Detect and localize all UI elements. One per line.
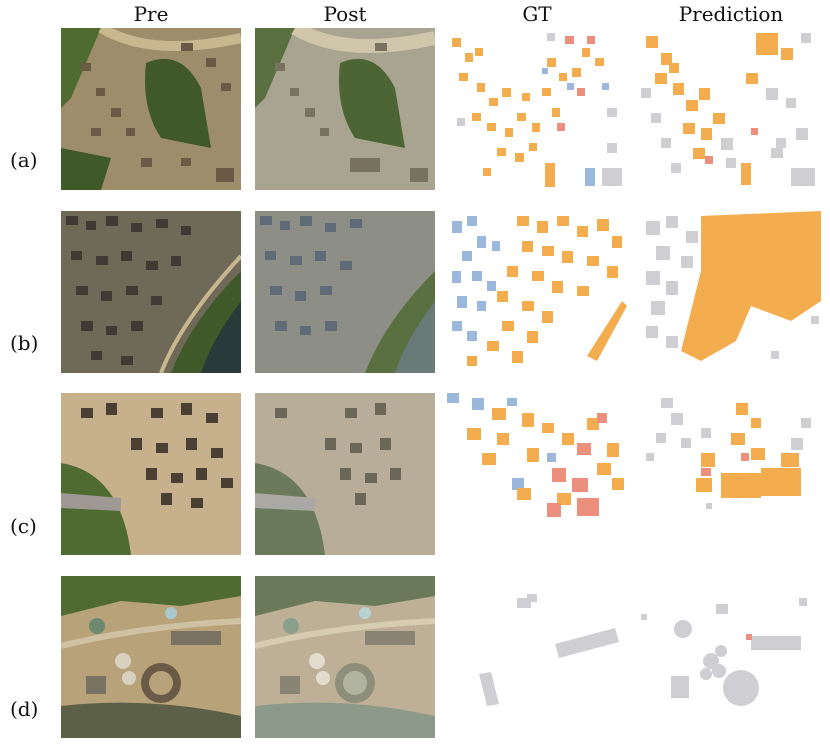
prediction-mask-a — [641, 28, 821, 190]
row-label-c: (c) — [10, 514, 37, 538]
row-label-b: (b) — [10, 331, 39, 355]
pre-image-c — [61, 393, 241, 555]
column-header-gt: GT — [522, 2, 552, 26]
gt-mask-b — [447, 211, 627, 373]
post-image-c — [255, 393, 435, 555]
pre-image-a — [61, 28, 241, 190]
column-header-prediction: Prediction — [678, 2, 784, 26]
prediction-mask-b — [641, 211, 821, 373]
post-image-d — [255, 576, 435, 738]
column-header-post: Post — [323, 2, 367, 26]
prediction-mask-c — [641, 393, 821, 555]
row-label-a: (a) — [10, 148, 38, 172]
column-header-pre: Pre — [133, 2, 169, 26]
pre-image-b — [61, 211, 241, 373]
gt-mask-a — [447, 28, 627, 190]
row-label-d: (d) — [10, 697, 39, 721]
gt-mask-d — [447, 576, 627, 738]
post-image-b — [255, 211, 435, 373]
gt-mask-c — [447, 393, 627, 555]
prediction-mask-d — [641, 576, 821, 738]
post-image-a — [255, 28, 435, 190]
pre-image-d — [61, 576, 241, 738]
